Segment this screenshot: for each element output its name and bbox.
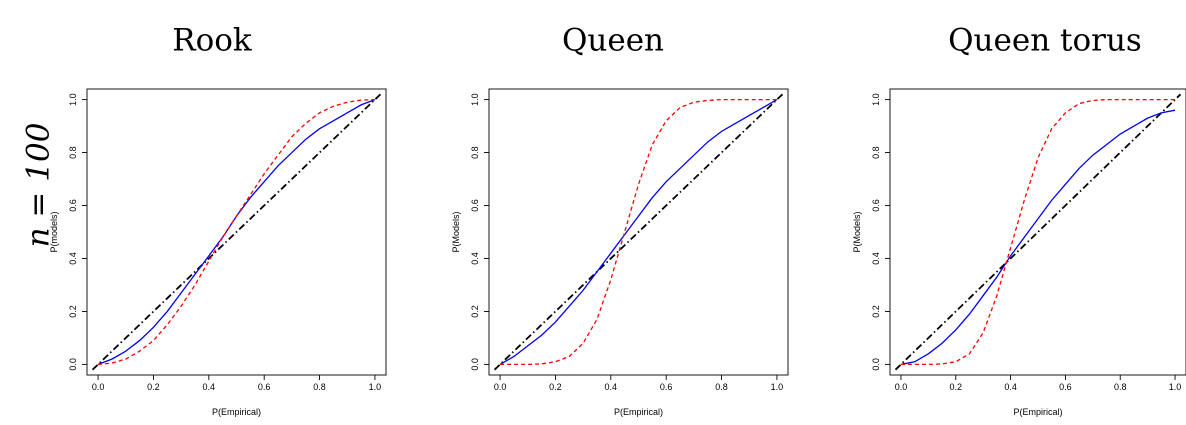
plot-frame	[889, 88, 1186, 376]
x-tick-label: 1.0	[771, 382, 784, 392]
y-tick-label: 1.0	[871, 93, 881, 106]
y-tick-label: 0.2	[68, 305, 78, 318]
x-tick-label: 0.2	[147, 382, 160, 392]
x-tick-label: 0.2	[950, 382, 963, 392]
x-tick-label: 0.8	[313, 382, 326, 392]
y-tick-label: 0.4	[470, 252, 480, 265]
panel-0: Rook 0.0 0.2 0.4 0.6 0.8 1.0 0.0 0.2 0.4 0.6 0.8 1.0…	[49, 22, 387, 417]
x-tick-label: 0.4	[1004, 382, 1017, 392]
x-tick-label: 0.4	[203, 382, 216, 392]
x-tick-label: 0.0	[92, 382, 105, 392]
y-tick-label: 0.4	[871, 252, 881, 265]
y-tick-label: 0.2	[470, 305, 480, 318]
y-tick-label: 0.6	[68, 199, 78, 212]
panel-title: Queen torus	[948, 22, 1142, 58]
series-line-dash-dot	[91, 93, 382, 371]
x-tick-label: 0.8	[1114, 382, 1127, 392]
x-tick-label: 1.0	[369, 382, 382, 392]
row-label: n = 100	[21, 123, 57, 248]
y-tick-label: 0.8	[871, 146, 881, 159]
y-tick-label: 0.4	[68, 252, 78, 265]
x-tick-label: 0.8	[715, 382, 728, 392]
panels-container: Rook 0.0 0.2 0.4 0.6 0.8 1.0 0.0 0.2 0.4 0.6 0.8 1.0…	[49, 22, 1186, 417]
y-tick-label: 0.0	[871, 358, 881, 371]
y-tick-label: 1.0	[470, 93, 480, 106]
y-tick-label: 0.0	[68, 358, 78, 371]
series-line-dash-dot	[894, 93, 1182, 371]
series-line-dash-dot	[493, 93, 784, 371]
series-group	[894, 93, 1182, 371]
y-tick-label: 0.8	[68, 146, 78, 159]
x-tick-label: 0.6	[1059, 382, 1072, 392]
series-group	[493, 93, 784, 371]
y-tick-label: 0.2	[871, 305, 881, 318]
panel-2: Queen torus 0.0 0.2 0.4 0.6 0.8 1.0 0.0 0.2 0.4 0.…	[852, 22, 1186, 417]
x-tick-label: 0.2	[549, 382, 562, 392]
x-tick-label: 1.0	[1169, 382, 1182, 392]
x-axis-label: P(Empirical)	[614, 407, 663, 417]
y-tick-label: 0.6	[871, 199, 881, 212]
series-line-dashed	[98, 98, 375, 366]
plot-frame	[86, 88, 387, 376]
series-line-dashed	[500, 98, 777, 366]
y-axis-label: P(models)	[49, 211, 59, 252]
y-axis-label: P(Models)	[852, 211, 862, 252]
series-group	[91, 93, 382, 371]
y-tick-label: 0.0	[470, 358, 480, 371]
panel-title: Rook	[172, 22, 252, 58]
x-axis-label: P(Empirical)	[1013, 407, 1062, 417]
x-tick-label: 0.0	[494, 382, 507, 392]
panel-1: Queen 0.0 0.2 0.4 0.6 0.8 1.0 0.0 0.2 0.4 0.6 0.8 1.…	[451, 22, 789, 417]
y-axis-label: P(Models)	[451, 211, 461, 252]
y-tick-label: 0.8	[470, 146, 480, 159]
plot-frame	[488, 88, 789, 376]
x-tick-label: 0.0	[895, 382, 908, 392]
y-tick-label: 0.6	[470, 199, 480, 212]
x-tick-label: 0.4	[605, 382, 618, 392]
series-line-dashed	[900, 98, 1176, 366]
x-tick-label: 0.6	[258, 382, 271, 392]
panel-title: Queen	[562, 22, 664, 58]
series-line-solid	[900, 109, 1176, 366]
x-tick-label: 0.6	[660, 382, 673, 392]
series-line-solid	[499, 99, 778, 365]
x-axis-label: P(Empirical)	[212, 407, 261, 417]
y-tick-label: 1.0	[68, 93, 78, 106]
